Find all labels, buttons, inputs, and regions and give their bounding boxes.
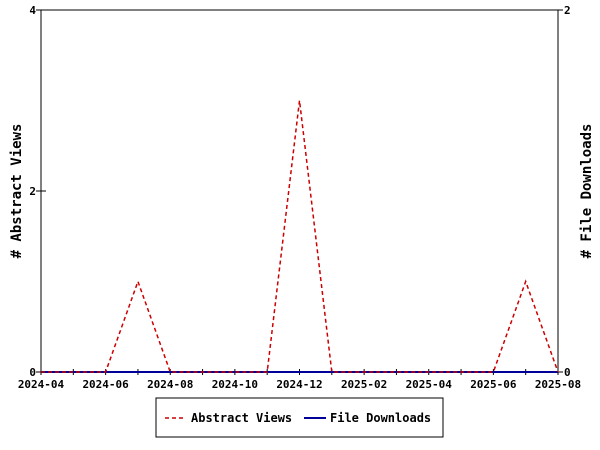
y-right-tick-label: 0 <box>564 366 571 379</box>
legend-label-abstract-views: Abstract Views <box>191 411 292 425</box>
legend: Abstract Views File Downloads <box>155 397 444 438</box>
x-tick-label: 2024-04 <box>18 378 65 391</box>
x-tick-label: 2025-02 <box>341 378 387 391</box>
legend-box <box>155 397 444 438</box>
plot-frame <box>40 9 559 373</box>
y-axis-left-title: # Abstract Views <box>9 124 25 259</box>
x-tick-label: 2025-06 <box>470 378 517 391</box>
x-axis: 2024-04 2024-06 2024-08 2024-10 2024-12 2025-… <box>18 369 581 391</box>
y-left-tick-label: 0 <box>29 366 36 379</box>
series-line-abstract-views <box>41 100 559 373</box>
x-tick-label: 2024-10 <box>212 378 258 391</box>
y-left-tick-label: 2 <box>29 185 36 198</box>
y-axis-right: 02 <box>553 4 571 379</box>
series-group <box>41 100 559 373</box>
x-tick-label: 2024-12 <box>276 378 322 391</box>
x-tick-label: 2024-06 <box>82 378 129 391</box>
plot-area <box>40 9 559 373</box>
x-tick-label: 2025-04 <box>406 378 453 391</box>
x-tick-label: 2024-08 <box>147 378 193 391</box>
y-right-tick-label: 2 <box>564 4 571 17</box>
legend-label-file-downloads: File Downloads <box>330 411 431 425</box>
y-axis-left: 0 2 4 <box>29 4 46 379</box>
y-left-tick-label: 4 <box>29 4 36 17</box>
x-tick-label: 2025-08 <box>535 378 581 391</box>
y-axis-right-title: # File Downloads <box>579 124 595 259</box>
